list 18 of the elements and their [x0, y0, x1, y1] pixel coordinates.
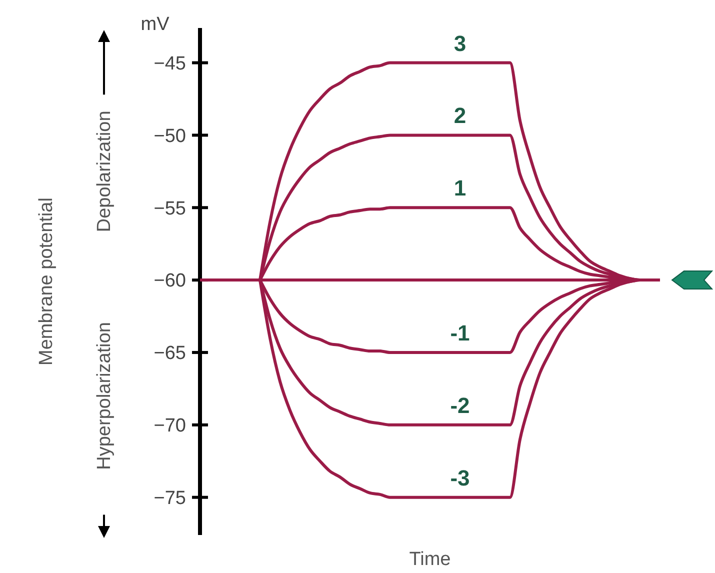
y-tick-label: −55 [154, 198, 186, 220]
series-label: 2 [454, 103, 466, 128]
text: Hyperpolarization [94, 322, 115, 470]
series-label: -2 [450, 392, 470, 418]
text: mV [140, 14, 170, 35]
y-tick-label: −70 [154, 416, 186, 437]
y-tick-label: −60 [154, 270, 186, 292]
y-tick-label: −65 [154, 343, 186, 364]
y-tick-label: −50 [154, 126, 186, 147]
series-label: 1 [454, 176, 466, 201]
y-tick-label: −75 [154, 488, 186, 509]
series-label: -1 [450, 320, 470, 346]
text: Membrane potential [36, 198, 57, 366]
y-tick-label: −45 [154, 53, 186, 74]
series-label: 3 [454, 30, 466, 56]
series-label: -3 [450, 465, 470, 490]
x-axis-title: Time [409, 549, 451, 570]
text: Depolarization [94, 110, 115, 232]
